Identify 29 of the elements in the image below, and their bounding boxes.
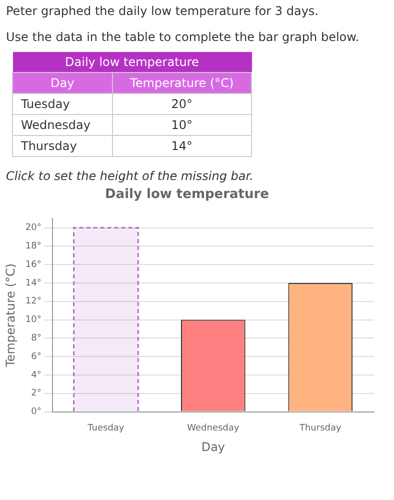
- text: Tuesday: [12, 94, 112, 114]
- y-tick-label: 12°: [25, 296, 42, 307]
- text: Temperature (°C): [112, 72, 252, 94]
- text: Daily low temperature: [12, 52, 252, 72]
- y-tick-label: 10°: [25, 315, 42, 326]
- y-tick-label: 0°: [31, 407, 42, 418]
- text: Day: [12, 72, 112, 94]
- text: 20°: [112, 94, 252, 114]
- y-tick-label: 6°: [31, 352, 42, 362]
- text: Wednesday: [12, 114, 112, 136]
- y-tick-label: 4°: [31, 370, 42, 380]
- text: Use the data in the table to complete the bar graph below.: [5, 29, 360, 46]
- y-tick-label: 14°: [25, 278, 42, 288]
- y-tick-label: 16°: [25, 260, 42, 270]
- y-axis-title: Temperature (°C): [3, 263, 18, 368]
- x-axis-title: Day: [201, 440, 226, 454]
- y-tick-label: 20°: [25, 223, 42, 234]
- x-tick-label: Tuesday: [86, 424, 125, 434]
- x-tick-label: Wednesday: [187, 424, 240, 434]
- text: Click to set the height of the missing bar.: [5, 168, 254, 185]
- chart-title: Daily low temperature: [105, 187, 270, 202]
- text: Thursday: [12, 136, 112, 156]
- y-tick-label: 8°: [31, 334, 42, 344]
- x-tick-label: Thursday: [298, 424, 342, 434]
- text: 10°: [112, 114, 252, 136]
- y-tick-label: 2°: [31, 388, 42, 399]
- text: 14°: [112, 136, 252, 156]
- y-tick-label: 18°: [25, 242, 42, 252]
- text: Peter graphed the daily low temperature for 3 days.: [5, 3, 320, 20]
